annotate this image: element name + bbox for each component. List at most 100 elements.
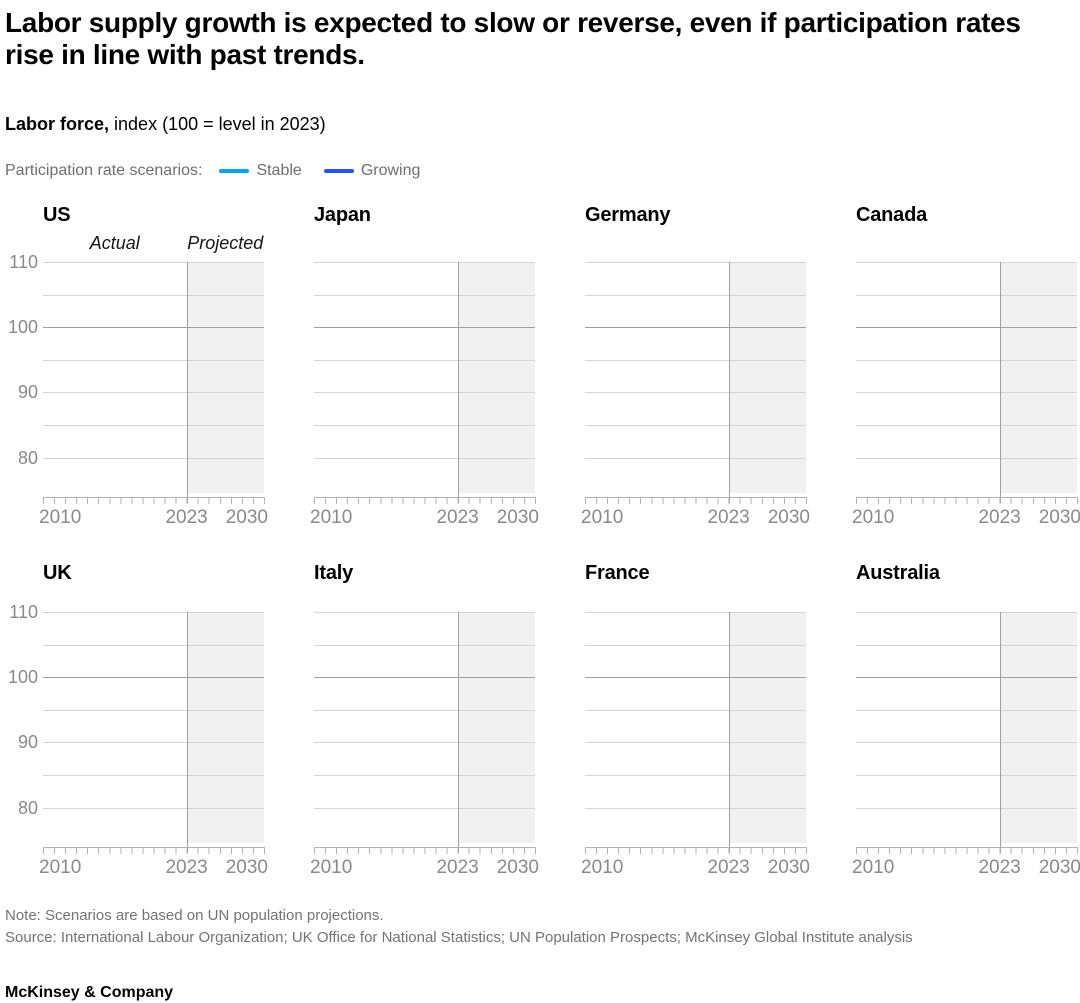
vertical-2023-line xyxy=(186,612,188,853)
legend-label: Participation rate scenarios: xyxy=(5,162,203,179)
x-tick-label: 2030 xyxy=(767,857,810,878)
gridline xyxy=(43,457,264,459)
gridline xyxy=(43,262,264,263)
gridline xyxy=(43,294,264,296)
x-tick-label: 2010 xyxy=(852,857,895,878)
panel-title: Italy xyxy=(314,562,354,584)
chart-subtitle: Labor force, index (100 = level in 2023) xyxy=(5,114,326,135)
x-tick-label: 2023 xyxy=(707,857,750,878)
gridline xyxy=(43,612,264,613)
note-text: Note: Scenarios are based on UN populati… xyxy=(5,907,384,924)
x-tick-label: 2010 xyxy=(852,507,895,528)
vertical-2023-line xyxy=(457,612,459,853)
chart-panel-japan: Japan 2010 2023 2030 xyxy=(271,204,539,536)
gridline-100 xyxy=(585,677,806,679)
y-tick-label: 90 xyxy=(17,382,38,403)
legend-item-stable: Stable xyxy=(219,162,302,180)
gridline xyxy=(314,392,535,394)
gridline xyxy=(314,709,535,711)
gridline xyxy=(856,262,1077,263)
chart-panel-germany: Germany 2010 2023 2030 xyxy=(542,204,810,536)
panel-title: US xyxy=(43,204,71,226)
gridline xyxy=(43,359,264,361)
y-tick-label: 80 xyxy=(17,447,38,468)
actual-label: Actual xyxy=(89,233,140,253)
panel-title: Australia xyxy=(856,562,940,584)
y-tick-label: 100 xyxy=(7,667,38,688)
gridline xyxy=(43,775,264,776)
gridline-100 xyxy=(43,677,264,679)
gridline xyxy=(314,807,535,809)
legend: Participation rate scenarios: Stable Gro… xyxy=(5,160,420,182)
projected-region xyxy=(186,612,264,843)
gridline xyxy=(43,644,264,646)
gridline xyxy=(585,775,806,776)
y-tick-label: 100 xyxy=(7,317,38,338)
x-axis-ticks xyxy=(585,847,807,854)
vertical-2023-line xyxy=(999,612,1001,853)
x-tick-label: 2010 xyxy=(39,507,82,528)
gridline-100 xyxy=(314,327,535,329)
gridline xyxy=(43,742,264,744)
x-tick-label: 2030 xyxy=(496,507,539,528)
gridline xyxy=(585,612,806,613)
y-tick-label: 80 xyxy=(17,797,38,818)
chart-panel-uk: UK 110 100 90 80 2010 2023 2030 xyxy=(0,562,268,894)
gridline xyxy=(585,359,806,361)
x-tick-label: 2023 xyxy=(165,507,208,528)
x-axis-ticks xyxy=(314,847,536,854)
gridline xyxy=(314,294,535,296)
gridline xyxy=(856,294,1077,296)
vertical-2023-line xyxy=(186,262,188,503)
subtitle-unit: index (100 = level in 2023) xyxy=(109,114,326,134)
gridline xyxy=(856,644,1077,646)
vertical-2023-line xyxy=(999,262,1001,503)
x-tick-label: 2023 xyxy=(978,857,1021,878)
vertical-2023-line xyxy=(728,262,730,503)
chart-panel-canada: Canada 2010 2023 2030 xyxy=(813,204,1080,536)
vertical-2023-line xyxy=(728,612,730,853)
gridline xyxy=(585,742,806,744)
gridline xyxy=(856,775,1077,776)
gridline xyxy=(314,775,535,776)
plot-area: 2010 2023 2030 xyxy=(581,262,810,528)
gridline xyxy=(43,807,264,809)
gridline xyxy=(856,359,1077,361)
gridline-100 xyxy=(856,327,1077,329)
stable-line-swatch-icon xyxy=(219,169,250,173)
projected-region xyxy=(457,612,535,843)
x-tick-label: 2010 xyxy=(310,507,353,528)
gridline xyxy=(585,262,806,263)
gridline-100 xyxy=(314,677,535,679)
legend-item-label: Stable xyxy=(256,162,302,179)
gridline-100 xyxy=(856,677,1077,679)
x-tick-label: 2010 xyxy=(581,507,624,528)
x-axis-ticks xyxy=(314,497,536,504)
projected-region xyxy=(999,612,1077,843)
gridline xyxy=(585,392,806,394)
growing-line-swatch-icon xyxy=(323,169,354,173)
gridline xyxy=(314,262,535,263)
plot-area: 110 100 90 80 2010 2023 2030 xyxy=(8,602,268,878)
x-axis-ticks xyxy=(856,847,1078,854)
panel-title: Canada xyxy=(856,204,928,226)
projected-region xyxy=(186,262,264,493)
x-tick-label: 2023 xyxy=(436,507,479,528)
gridline xyxy=(585,644,806,646)
mckinsey-brand: McKinsey & Company xyxy=(5,984,174,1001)
legend-item-growing: Growing xyxy=(323,162,421,180)
plot-area: 2010 2023 2030 xyxy=(852,262,1080,528)
legend-item-label: Growing xyxy=(360,162,421,179)
gridline xyxy=(856,807,1077,809)
exhibit-title: Labor supply growth is expected to slow … xyxy=(5,7,1021,70)
plot-area: 110 100 90 80 2010 2023 2030 xyxy=(8,252,268,528)
gridline xyxy=(856,612,1077,613)
x-axis-ticks xyxy=(856,497,1078,504)
x-tick-label: 2010 xyxy=(310,857,353,878)
vertical-2023-line xyxy=(457,262,459,503)
gridline xyxy=(314,612,535,613)
gridline xyxy=(585,807,806,809)
gridline xyxy=(43,709,264,711)
x-axis-ticks xyxy=(585,497,807,504)
